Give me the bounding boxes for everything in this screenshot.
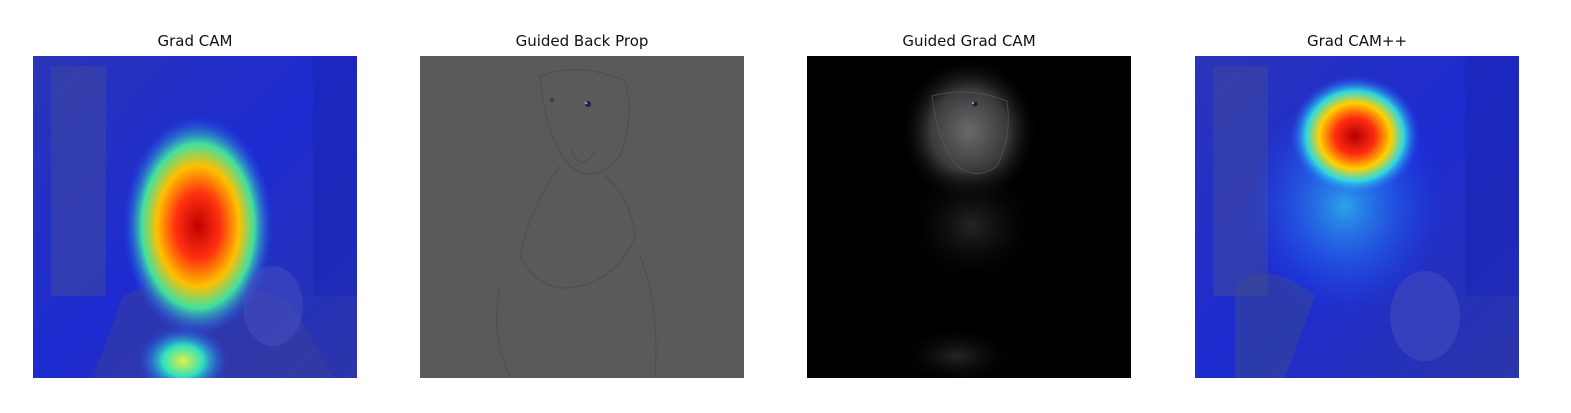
panel-guided-grad-cam: Guided Grad CAM — [807, 31, 1131, 378]
panel-guided-back-prop: Guided Back Prop — [420, 31, 744, 378]
panel-title: Guided Back Prop — [420, 31, 744, 53]
panel-grad-cam: Grad CAM — [33, 31, 357, 378]
grad-cam-plus-plus-image — [1195, 56, 1519, 378]
grad-cam-image — [33, 56, 357, 378]
panel-grad-cam-plus-plus: Grad CAM++ — [1195, 31, 1519, 378]
panel-title: Grad CAM++ — [1195, 31, 1519, 53]
guided-back-prop-image — [420, 56, 744, 378]
guided-grad-cam-image — [807, 56, 1131, 378]
panel-title: Grad CAM — [33, 31, 357, 53]
panel-title: Guided Grad CAM — [807, 31, 1131, 53]
